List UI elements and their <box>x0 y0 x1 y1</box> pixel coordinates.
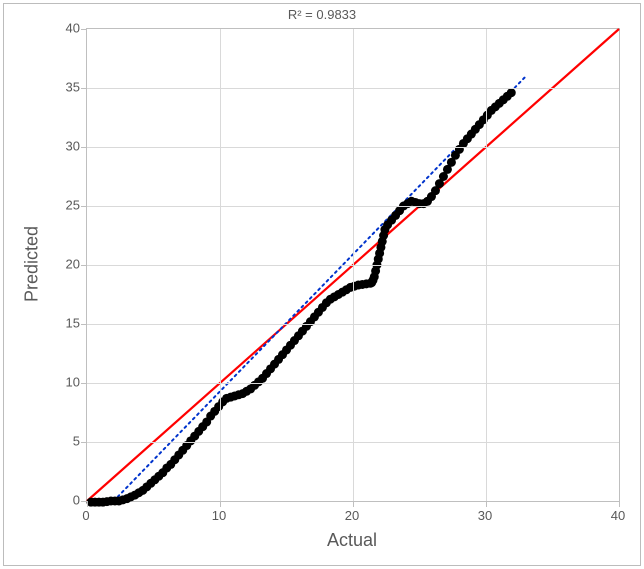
tick-mark-y <box>81 265 87 266</box>
x-tick-label: 20 <box>345 508 359 523</box>
x-tick-label: 40 <box>611 508 625 523</box>
data-point <box>507 88 516 97</box>
tick-mark-y <box>81 147 87 148</box>
r-squared-label: R² = 0.9833 <box>0 7 644 22</box>
tick-mark-x <box>353 501 354 507</box>
tick-mark-y <box>81 29 87 30</box>
y-tick-label: 30 <box>50 139 80 154</box>
y-tick-label: 25 <box>50 198 80 213</box>
tick-mark-x <box>220 501 221 507</box>
y-tick-label: 10 <box>50 375 80 390</box>
x-axis-title: Actual <box>327 530 377 551</box>
plot-area <box>86 28 620 502</box>
gridline-v <box>353 29 354 501</box>
tick-mark-y <box>81 442 87 443</box>
tick-mark-y <box>81 88 87 89</box>
tick-mark-y <box>81 206 87 207</box>
y-tick-label: 40 <box>50 21 80 36</box>
tick-mark-y <box>81 383 87 384</box>
tick-mark-x <box>619 501 620 507</box>
y-tick-label: 15 <box>50 316 80 331</box>
tick-mark-y <box>81 324 87 325</box>
tick-mark-x <box>87 501 88 507</box>
y-tick-label: 35 <box>50 80 80 95</box>
y-tick-label: 5 <box>50 434 80 449</box>
tick-mark-x <box>486 501 487 507</box>
y-axis-title: Predicted <box>22 226 43 302</box>
y-tick-label: 0 <box>50 493 80 508</box>
x-tick-label: 30 <box>478 508 492 523</box>
y-tick-label: 20 <box>50 257 80 272</box>
gridline-v <box>220 29 221 501</box>
x-tick-label: 10 <box>212 508 226 523</box>
gridline-v <box>486 29 487 501</box>
chart-figure: R² = 0.9833 Predicted Actual 0 5 10 15 20 25 3… <box>0 0 644 569</box>
x-tick-label: 0 <box>82 508 89 523</box>
